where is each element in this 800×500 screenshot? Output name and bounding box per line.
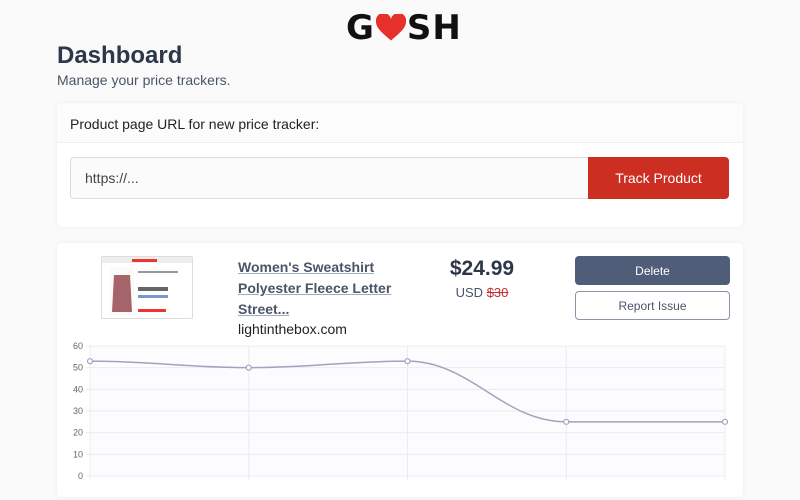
delete-button[interactable]: Delete: [575, 256, 730, 285]
current-price: $24.99: [449, 257, 515, 280]
y-tick-label: 50: [73, 363, 83, 373]
product-title-link[interactable]: Women's Sweatshirt Polyester Fleece Lett…: [238, 259, 392, 317]
page-subtitle: Manage your price trackers.: [57, 72, 231, 88]
price-history-chart: 0 10 20 30 40 50 60: [73, 341, 729, 481]
url-input[interactable]: https://...: [70, 157, 588, 199]
data-point: [404, 358, 411, 365]
new-tracker-label: Product page URL for new price tracker:: [57, 103, 743, 143]
page-title: Dashboard: [57, 42, 183, 69]
y-tick-label: 40: [73, 384, 83, 394]
report-issue-button[interactable]: Report Issue: [575, 291, 730, 320]
data-point: [86, 358, 94, 365]
product-domain: lightinthebox.com: [238, 321, 347, 337]
data-point: [563, 418, 570, 425]
y-tick-label: 0: [78, 471, 83, 481]
price-currency: USD $30: [417, 285, 547, 300]
new-tracker-card: Product page URL for new price tracker: …: [57, 103, 743, 227]
original-price: $30: [486, 285, 509, 300]
data-point: [245, 364, 252, 371]
track-product-button[interactable]: Track Product: [588, 157, 729, 199]
gosh-logo: G SH: [346, 8, 462, 48]
y-tick-label: 60: [73, 341, 83, 351]
y-tick-label: 30: [73, 406, 83, 416]
heart-icon: [375, 14, 406, 41]
y-tick-label: 20: [73, 428, 83, 438]
data-point: [721, 418, 729, 425]
tracker-card: Women's Sweatshirt Polyester Fleece Lett…: [57, 243, 743, 497]
product-thumbnail[interactable]: [101, 256, 193, 319]
y-tick-label: 10: [73, 449, 83, 459]
currency: USD: [455, 285, 484, 300]
